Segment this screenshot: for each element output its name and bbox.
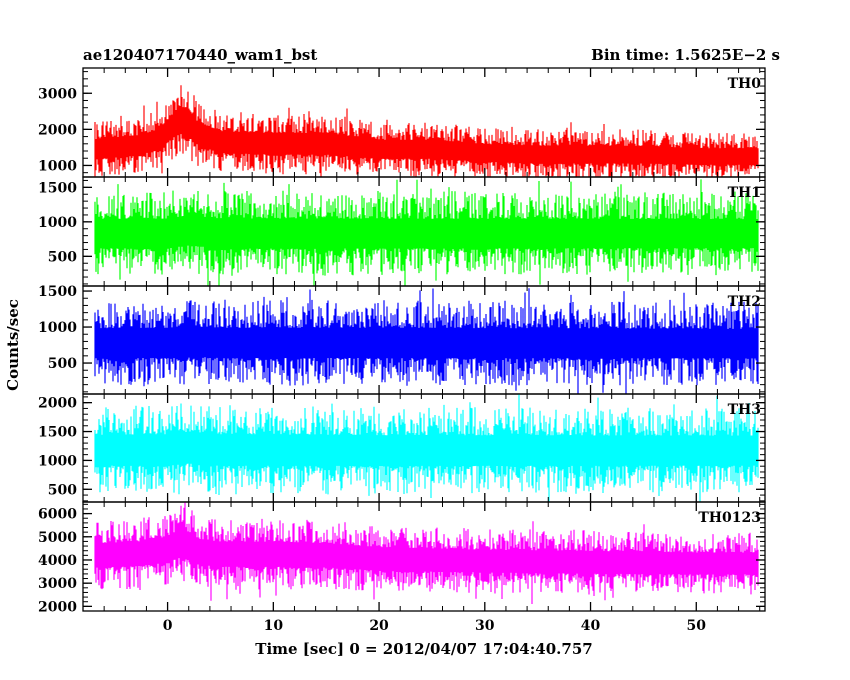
panel-label-th3: TH3	[728, 402, 761, 418]
y-tick-label: 500	[48, 356, 77, 372]
x-tick-label: 20	[369, 618, 389, 634]
y-tick-label: 5000	[38, 530, 77, 546]
y-tick-label: 2000	[38, 396, 77, 412]
y-tick-label: 500	[48, 249, 77, 265]
y-tick-label: 1000	[38, 453, 77, 469]
y-tick-label: 4000	[38, 553, 77, 569]
panel-th1: 500 1000 1500 TH1	[38, 176, 766, 287]
series-th1	[94, 179, 759, 286]
series-th0	[94, 85, 759, 177]
panel-th3: 500 1000 1500 2000 TH3	[38, 393, 766, 503]
y-tick-label: 1000	[38, 158, 77, 174]
y-tick-label: 6000	[38, 507, 77, 523]
y-tick-label: 3000	[38, 86, 77, 102]
panel-th0: 1000 2000 3000 TH0	[38, 67, 766, 178]
panel-th2: 500 1000 1500 TH2	[38, 284, 766, 395]
y-axis-title: Counts/sec	[4, 299, 22, 391]
x-tick-label: 50	[687, 618, 707, 634]
panel-label-th0123: TH0123	[698, 510, 761, 526]
x-tick-label: 10	[264, 618, 284, 634]
bin-time-label: Bin time: 1.5625E−2 s	[591, 46, 780, 64]
x-tick-label: 0	[163, 618, 173, 634]
y-tick-label: 1000	[38, 320, 77, 336]
x-axis-title: Time [sec] 0 = 2012/04/07 17:04:40.757	[255, 640, 592, 658]
y-tick-label: 2000	[38, 599, 77, 615]
x-tick-label: 40	[581, 618, 601, 634]
y-tick-label: 1000	[38, 215, 77, 231]
y-tick-label: 1500	[38, 425, 77, 441]
x-tick-label: 30	[475, 618, 495, 634]
y-tick-label: 1500	[38, 180, 77, 196]
series-th0123	[94, 502, 759, 604]
series-th3	[94, 394, 759, 502]
plot-title: ae120407170440_wam1_bst	[83, 46, 317, 64]
y-tick-label: 3000	[38, 576, 77, 592]
y-tick-label: 2000	[38, 122, 77, 138]
panel-th0123: 2000 3000 4000 5000 6000 TH0123	[38, 501, 766, 615]
y-tick-label: 500	[48, 482, 77, 498]
panel-label-th1: TH1	[728, 185, 761, 201]
panel-label-th0: TH0	[728, 76, 762, 92]
series-th2	[94, 288, 759, 394]
y-tick-label: 1500	[38, 284, 77, 300]
panel-label-th2: TH2	[728, 294, 761, 310]
panel-frame	[82, 501, 766, 612]
